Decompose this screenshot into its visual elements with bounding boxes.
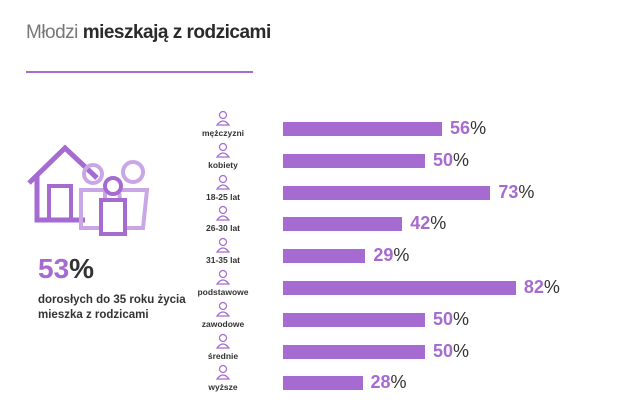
title-bold: mieszkają z rodzicami (82, 22, 272, 43)
data-value: 28 (370, 372, 391, 393)
bar (283, 153, 425, 168)
chart-row: 26-30 lat 42% (0, 205, 620, 240)
bar (283, 312, 425, 327)
category-label: 31-35 lat (193, 237, 253, 265)
data-label: 82% (524, 277, 560, 298)
graduation-cap-icon (215, 365, 231, 380)
data-unit: % (543, 277, 560, 297)
data-value: 82 (523, 277, 544, 297)
divider (26, 71, 253, 73)
summary-text: dorosłych do 35 roku życia mieszka z rod… (38, 294, 186, 321)
category-text: 18-25 lat (205, 191, 241, 202)
chart-row: mężczyzni 56% (0, 110, 620, 145)
category-text: wyższe (208, 382, 238, 393)
category-label: średnie (193, 333, 253, 361)
data-unit: % (453, 308, 470, 329)
category-text: 26-30 lat (205, 223, 241, 234)
data-label: 29% (373, 245, 409, 266)
person-icon (215, 238, 231, 253)
chart-row: zawodowe 50% (0, 301, 620, 336)
person-icon (215, 206, 231, 221)
chart-row: kobiety 50% (0, 142, 620, 177)
category-label: mężczyzni (193, 110, 253, 138)
shield-icon (215, 269, 231, 285)
bar (283, 217, 403, 232)
category-text: kobiety (208, 159, 238, 170)
summary-unit: % (69, 253, 95, 284)
category-label: 18-25 lat (193, 174, 253, 202)
summary-percentage: 53% (38, 253, 94, 285)
bar (283, 376, 363, 391)
category-label: zawodowe (193, 301, 253, 329)
bar (283, 122, 443, 136)
data-label: 56% (450, 118, 486, 139)
data-label: 28% (371, 372, 407, 393)
category-label: kobiety (193, 142, 253, 170)
data-value: 73 (498, 181, 519, 202)
data-value: 42 (410, 213, 431, 234)
data-value: 56 (450, 118, 471, 138)
page-title: Młodzi mieszkają z rodzicami (26, 22, 271, 44)
chart-row: wyższe 28% (0, 364, 620, 399)
chart-row: podstawowe 82% (0, 269, 620, 304)
category-text: mężczyzni (201, 128, 245, 138)
bar (283, 344, 425, 359)
data-unit: % (393, 245, 410, 266)
category-label: podstawowe (193, 269, 253, 297)
data-unit: % (518, 181, 535, 202)
category-label: wyższe (193, 364, 253, 392)
category-text: podstawowe (197, 287, 249, 297)
wrench-icon (215, 301, 231, 317)
data-label: 50% (433, 341, 469, 362)
data-value: 29 (373, 245, 394, 266)
data-unit: % (470, 118, 487, 138)
data-unit: % (453, 149, 470, 170)
data-unit: % (390, 372, 407, 393)
data-unit: % (453, 340, 470, 361)
data-value: 50 (433, 340, 454, 361)
category-label: 26-30 lat (193, 205, 253, 233)
woman-icon (215, 142, 231, 158)
man-icon (215, 110, 231, 126)
chart-row: 18-25 lat 73% (0, 174, 620, 209)
person-icon (215, 174, 231, 190)
bar (283, 281, 516, 295)
data-unit: % (430, 213, 447, 234)
data-label: 50% (433, 309, 469, 330)
bar (283, 249, 366, 264)
data-label: 50% (433, 150, 469, 171)
book-icon (215, 333, 231, 349)
title-light: Młodzi (26, 22, 78, 43)
bar (283, 185, 491, 200)
summary-value: 53 (38, 253, 70, 284)
data-value: 50 (433, 308, 454, 329)
chart-row: średnie 50% (0, 333, 620, 368)
chart-row: 31-35 lat 29% (0, 237, 620, 272)
data-value: 50 (433, 149, 454, 170)
data-label: 73% (498, 182, 534, 203)
category-text: średnie (207, 350, 239, 361)
category-text: 31-35 lat (205, 255, 241, 266)
data-label: 42% (410, 213, 446, 234)
family-house-icon (27, 144, 150, 236)
category-text: zawodowe (201, 318, 245, 329)
